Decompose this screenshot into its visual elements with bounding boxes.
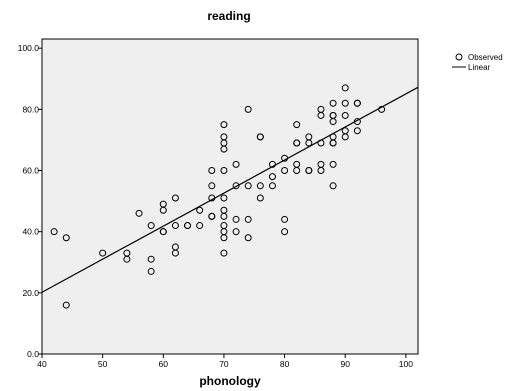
legend-observed-marker (455, 53, 463, 61)
data-point (147, 222, 155, 230)
data-point (208, 182, 216, 190)
data-point (220, 167, 228, 175)
data-point (353, 127, 361, 135)
axis-ticks: 40 50 60 70 80 90 100 0.0 20.0 40.0 60.0 80.0 100.0 (18, 43, 414, 369)
chart-title: reading (207, 9, 250, 23)
data-point (341, 111, 349, 119)
data-point (341, 99, 349, 107)
plot-area (41, 38, 419, 355)
data-point (184, 222, 192, 230)
data-point (220, 121, 228, 129)
data-points (50, 84, 386, 309)
data-point (196, 222, 204, 230)
data-point (220, 194, 228, 202)
data-point (353, 118, 361, 126)
legend-observed-label: Observed (468, 53, 503, 62)
data-point (281, 167, 289, 175)
x-axis-label: phonology (199, 374, 261, 388)
data-point (147, 267, 155, 275)
data-point (208, 212, 216, 220)
y-tick-label: 0.0 (27, 349, 39, 359)
data-point (208, 194, 216, 202)
x-tick-label: 90 (340, 359, 350, 369)
data-point (305, 139, 313, 147)
data-point (293, 121, 301, 129)
data-point (256, 194, 264, 202)
data-point (256, 133, 264, 141)
x-tick-label: 70 (219, 359, 229, 369)
data-point (171, 194, 179, 202)
data-point (353, 99, 361, 107)
data-point (329, 99, 337, 107)
data-point (329, 118, 337, 126)
data-point (62, 234, 70, 242)
data-point (171, 222, 179, 230)
data-point (378, 105, 386, 113)
y-tick-label: 20.0 (22, 288, 39, 298)
data-point (268, 182, 276, 190)
data-point (123, 255, 131, 263)
data-point (329, 182, 337, 190)
data-point (220, 145, 228, 153)
data-point (171, 249, 179, 257)
data-point (244, 215, 252, 223)
data-point (220, 249, 228, 257)
data-point (244, 234, 252, 242)
data-point (293, 139, 301, 147)
data-point (317, 111, 325, 119)
data-point (341, 84, 349, 92)
data-point (244, 105, 252, 113)
data-point (329, 160, 337, 168)
data-point (329, 139, 337, 147)
data-point (232, 228, 240, 236)
regression-line (41, 86, 419, 293)
x-tick-label: 80 (280, 359, 290, 369)
data-point (317, 167, 325, 175)
data-point (232, 215, 240, 223)
y-tick-label: 40.0 (22, 227, 39, 237)
data-point (232, 182, 240, 190)
data-point (281, 154, 289, 162)
data-point (317, 139, 325, 147)
data-point (244, 182, 252, 190)
x-tick-label: 60 (159, 359, 169, 369)
x-tick-label: 50 (98, 359, 108, 369)
data-point (305, 167, 313, 175)
data-point (208, 167, 216, 175)
data-point (147, 255, 155, 263)
data-point (232, 160, 240, 168)
data-point (99, 249, 107, 257)
legend-linear-label: Linear (468, 63, 491, 72)
data-point (268, 160, 276, 168)
data-point (50, 228, 58, 236)
y-tick-label: 100.0 (18, 43, 40, 53)
data-point (341, 133, 349, 141)
data-point (268, 173, 276, 181)
data-point (220, 212, 228, 220)
data-point (62, 301, 70, 309)
x-tick-label: 40 (37, 359, 47, 369)
data-point (135, 209, 143, 217)
linear-fit-line (41, 86, 419, 293)
y-tick-label: 80.0 (22, 104, 39, 114)
legend: Observed Linear (452, 53, 503, 72)
data-point (196, 206, 204, 214)
y-tick-label: 60.0 (22, 166, 39, 176)
data-point (159, 206, 167, 214)
data-point (293, 167, 301, 175)
data-point (159, 228, 167, 236)
data-point (256, 182, 264, 190)
data-point (281, 215, 289, 223)
x-tick-label: 100 (399, 359, 413, 369)
data-point (220, 234, 228, 242)
data-point (281, 228, 289, 236)
